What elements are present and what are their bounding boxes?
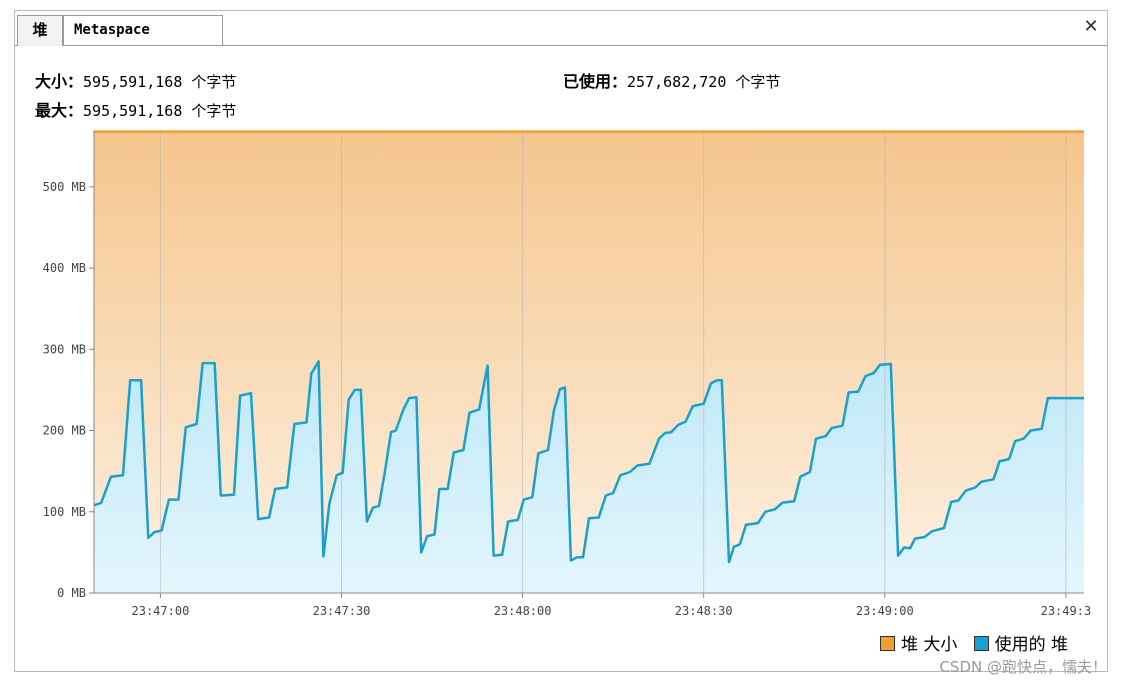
y-tick-label: 100 MB: [43, 505, 86, 519]
heap-size-info: 大小：595,591,168 个字节: [35, 68, 236, 92]
vertical-grid-lines: [159, 130, 1067, 593]
heap-max-info: 最大：595,591,168 个字节: [35, 97, 236, 121]
legend-heap-size-swatch: [880, 636, 895, 651]
y-tick-labels: 0 MB 100 MB 200 MB 300 MB 400 MB 500 MB: [43, 180, 94, 600]
heap-size-label: 大小：: [35, 72, 84, 91]
x-tick-label: 23:48:30: [675, 604, 733, 618]
x-tick-label: 23:49:00: [856, 604, 914, 618]
y-tick-label: 200 MB: [43, 424, 86, 438]
legend-heap-size-label: 堆 大小: [901, 635, 958, 655]
tab-metaspace[interactable]: Metaspace: [63, 15, 223, 45]
legend-heap-used: 使用的 堆: [973, 635, 1069, 655]
y-tick-label: 300 MB: [43, 342, 86, 356]
watermark: CSDN @跑快点，懦夫！: [939, 658, 1107, 676]
x-tick-label: 23:47:30: [313, 604, 371, 618]
legend-heap-used-label: 使用的 堆: [994, 635, 1069, 655]
heap-max-label: 最大：: [35, 101, 84, 120]
heap-used-label: 已使用：: [563, 72, 628, 91]
legend-heap-used-swatch: [973, 636, 989, 651]
heap-used-line: [93, 360, 1084, 564]
legend-heap-size: 堆 大小: [880, 635, 957, 655]
heap-used-value: 257,682,720 个字节: [627, 73, 781, 91]
close-icon[interactable]: ✕: [1083, 16, 1099, 37]
y-tick-label: 400 MB: [43, 261, 86, 275]
x-tick-label: 23:48:00: [494, 604, 552, 618]
tab-strip: 堆 Metaspace ✕: [15, 11, 1107, 46]
legend: 堆 大小 使用的 堆: [880, 630, 1068, 655]
heap-used-info: 已使用：257,682,720 个字节: [563, 68, 780, 92]
tab-heap[interactable]: 堆: [17, 15, 63, 46]
y-tick-label: 0 MB: [57, 586, 86, 600]
x-tick-labels: 23:47:00 23:47:30 23:48:00 23:48:30 23:49:00…: [132, 593, 1092, 618]
heap-max-value: 595,591,168 个字节: [83, 102, 237, 120]
x-tick-label: 23:47:00: [132, 604, 190, 618]
heap-size-value: 595,591,168 个字节: [83, 73, 237, 91]
x-tick-label: 23:49:3: [1041, 604, 1092, 618]
y-tick-label: 500 MB: [43, 180, 86, 194]
